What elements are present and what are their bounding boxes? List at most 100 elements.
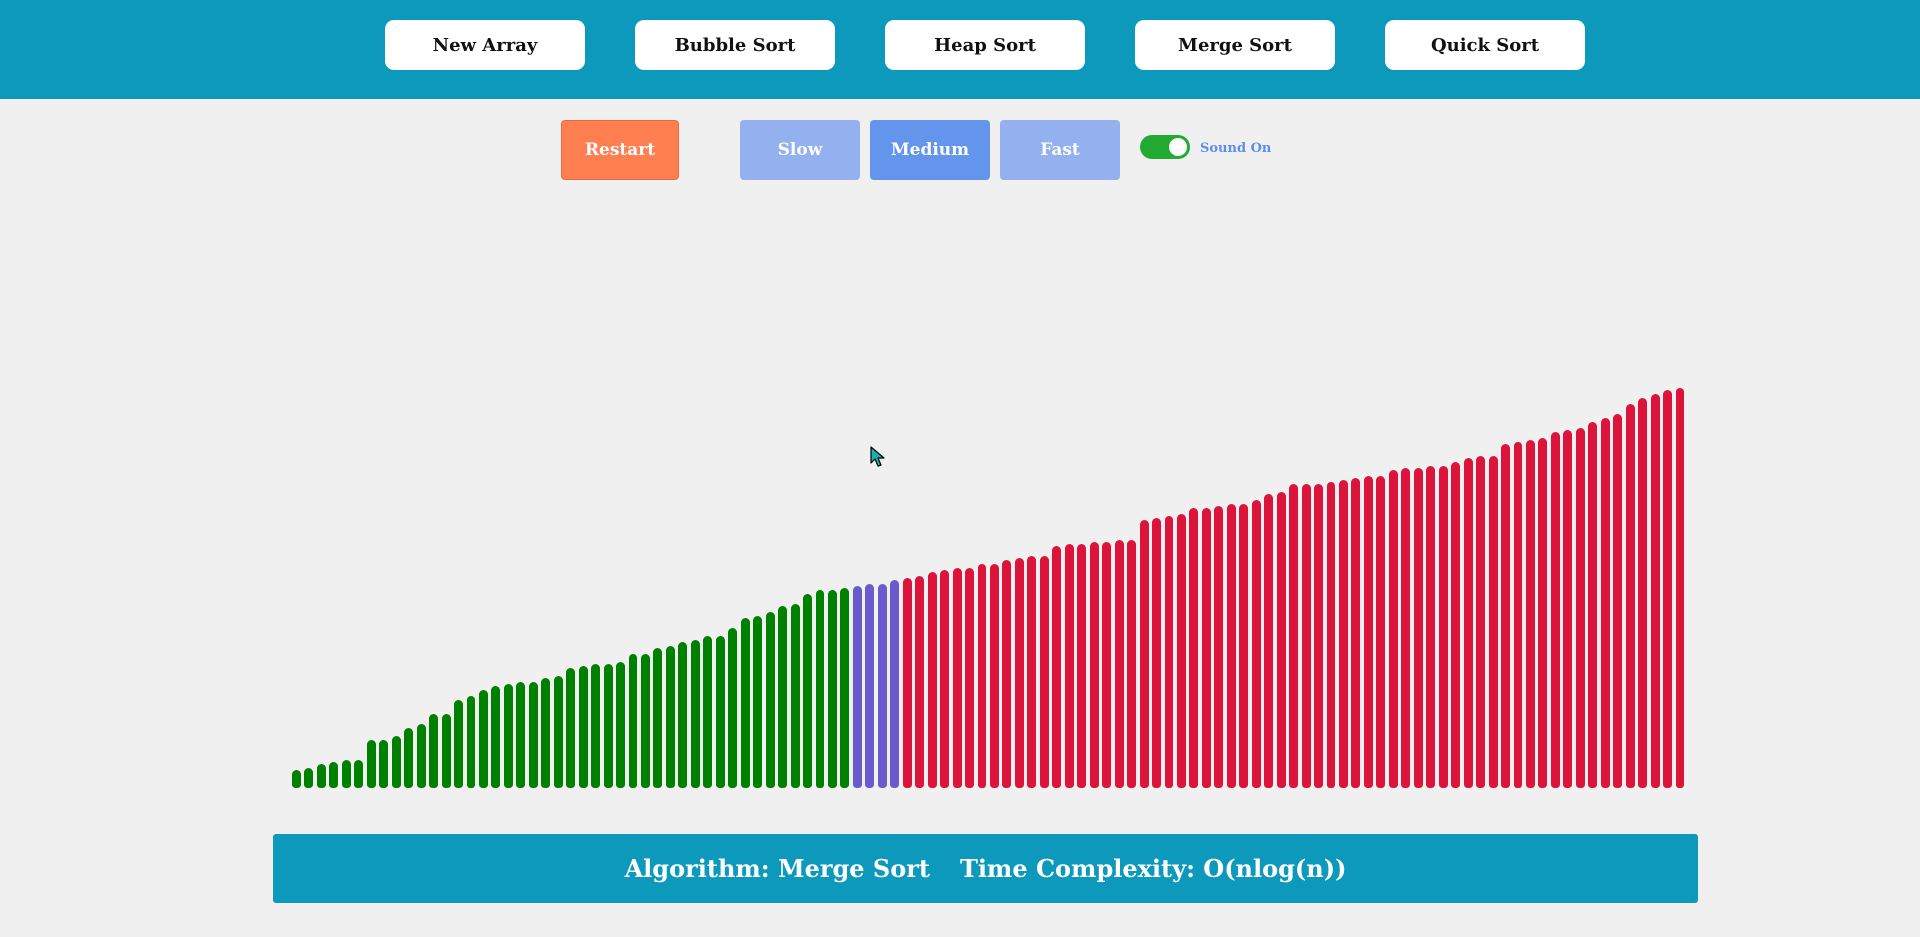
array-bar	[528, 682, 538, 788]
toggle-knob	[1169, 138, 1187, 156]
array-bar	[927, 572, 937, 788]
array-bar	[1650, 394, 1660, 788]
sound-toggle[interactable]	[1140, 135, 1190, 159]
array-bar	[1451, 462, 1461, 788]
array-bar	[1014, 558, 1024, 788]
array-bar	[1052, 546, 1062, 788]
array-bar	[740, 618, 750, 788]
array-bar	[329, 762, 339, 788]
array-bar	[292, 770, 301, 788]
array-bar	[1276, 492, 1286, 788]
array-bar	[628, 654, 638, 788]
array-bar	[1226, 504, 1236, 788]
quick-sort-button[interactable]: Quick Sort	[1385, 20, 1585, 70]
array-bar	[1413, 468, 1423, 788]
array-bar	[578, 666, 588, 788]
array-bar	[1064, 544, 1074, 788]
array-bar	[1463, 458, 1473, 788]
array-bar	[404, 728, 414, 788]
array-bar	[1363, 476, 1373, 788]
time-complexity: Time Complexity: O(nlog(n))	[959, 854, 1347, 883]
array-bar	[1201, 508, 1211, 788]
bubble-sort-button[interactable]: Bubble Sort	[635, 20, 835, 70]
speed-fast-button[interactable]: Fast	[1000, 120, 1120, 180]
array-bar	[790, 604, 800, 788]
new-array-button[interactable]: New Array	[385, 20, 585, 70]
array-bar	[1638, 398, 1648, 788]
array-bar	[990, 564, 999, 788]
array-bar	[341, 760, 351, 788]
array-bar	[566, 668, 576, 788]
array-bar	[1164, 516, 1174, 788]
array-bar	[441, 714, 451, 788]
restart-button[interactable]: Restart	[561, 120, 679, 180]
heap-sort-button[interactable]: Heap Sort	[885, 20, 1085, 70]
array-bar	[703, 636, 713, 788]
array-bar	[665, 646, 675, 788]
array-bar	[1401, 468, 1411, 788]
speed-medium-button[interactable]: Medium	[870, 120, 990, 180]
array-bar	[1127, 540, 1137, 788]
array-bar	[1189, 508, 1199, 788]
array-bar	[1588, 422, 1598, 788]
array-bar	[1102, 542, 1112, 788]
array-bar	[429, 714, 439, 788]
array-bar	[1600, 418, 1610, 788]
speed-slow-button[interactable]: Slow	[740, 120, 860, 180]
array-bar	[1314, 484, 1324, 788]
array-bar	[1501, 444, 1510, 788]
array-bar	[827, 590, 837, 788]
array-bar	[1563, 430, 1573, 788]
array-bar	[1139, 520, 1149, 788]
array-bar	[840, 588, 850, 788]
array-bar	[1289, 484, 1299, 788]
array-bar	[1426, 466, 1436, 788]
array-bar	[1326, 482, 1336, 788]
array-bar	[1176, 514, 1186, 788]
array-bar	[1388, 470, 1398, 788]
array-bar	[952, 568, 962, 788]
array-bar	[753, 616, 763, 788]
array-bar	[1488, 456, 1498, 788]
array-bar	[316, 764, 326, 788]
array-bar	[416, 724, 426, 788]
algorithm-info-bar: Algorithm: Merge Sort Time Complexity: O…	[273, 834, 1698, 903]
array-bar	[902, 578, 912, 788]
array-bar	[603, 664, 613, 788]
array-bar	[366, 740, 376, 788]
array-bar	[591, 664, 601, 788]
array-bar	[1438, 466, 1448, 788]
array-bar	[466, 696, 476, 788]
array-bar	[379, 740, 389, 788]
array-bar	[728, 628, 738, 788]
array-bar	[877, 584, 887, 788]
array-bar	[1525, 440, 1535, 788]
array-bar	[915, 576, 925, 788]
array-bar	[1114, 540, 1124, 788]
array-bar	[940, 570, 950, 788]
sound-label: Sound On	[1200, 141, 1272, 156]
array-bar	[553, 676, 563, 788]
top-navigation-bar: New Array Bubble Sort Heap Sort Merge So…	[0, 0, 1920, 99]
array-bar	[503, 684, 513, 788]
array-bar	[541, 678, 551, 788]
array-bar	[815, 590, 825, 788]
array-bar	[1077, 544, 1087, 788]
array-bar	[1339, 480, 1348, 788]
array-bar	[1301, 484, 1311, 788]
algorithm-name: Algorithm: Merge Sort	[624, 854, 930, 883]
array-bar	[1550, 432, 1560, 788]
array-bar	[478, 690, 488, 788]
array-bar	[865, 584, 875, 788]
array-bar	[1002, 560, 1012, 788]
array-bar	[1513, 442, 1523, 788]
array-bar	[1027, 556, 1037, 788]
array-bar	[765, 612, 775, 788]
array-bar	[1264, 494, 1274, 788]
merge-sort-button[interactable]: Merge Sort	[1135, 20, 1335, 70]
array-bar	[803, 594, 812, 788]
array-bar	[1251, 500, 1261, 788]
array-bar	[1575, 428, 1585, 788]
array-bar	[1152, 518, 1161, 788]
array-bar	[1538, 438, 1548, 788]
